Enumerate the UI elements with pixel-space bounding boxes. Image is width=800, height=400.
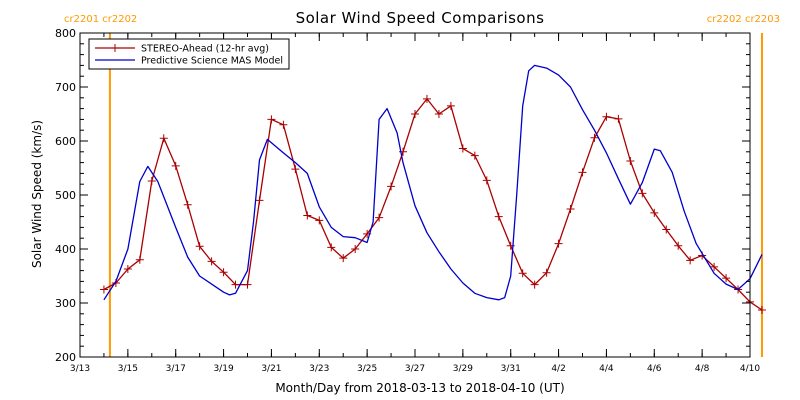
- data-point: [542, 268, 551, 277]
- x-tick-label: 3/13: [70, 364, 90, 374]
- data-point: [159, 134, 168, 143]
- x-tick-label: 3/27: [405, 364, 425, 374]
- y-tick-label: 400: [55, 243, 76, 256]
- data-point: [195, 242, 204, 251]
- x-tick-label: 4/4: [599, 364, 614, 374]
- data-point: [590, 133, 599, 142]
- data-point: [458, 144, 467, 153]
- data-point: [626, 156, 635, 165]
- data-point: [602, 112, 611, 121]
- plot-area: [80, 33, 750, 357]
- data-point: [722, 274, 731, 283]
- data-point: [686, 256, 695, 265]
- chart-title: Solar Wind Speed Comparisons: [296, 9, 545, 27]
- x-tick-label: 4/2: [551, 364, 565, 374]
- data-point: [518, 269, 527, 278]
- data-point: [674, 241, 683, 250]
- x-tick-label: 3/17: [166, 364, 186, 374]
- data-point: [147, 176, 156, 185]
- data-point: [530, 280, 539, 289]
- carrington-label: cr2202 cr2203: [707, 14, 780, 25]
- x-tick-label: 3/19: [213, 364, 233, 374]
- data-point: [710, 262, 719, 271]
- series-line-1: [103, 98, 763, 311]
- data-point: [171, 161, 180, 170]
- data-point: [123, 264, 132, 273]
- x-tick-label: 4/6: [647, 364, 662, 374]
- carrington-markers: cr2201 cr2202 cr2202 cr2203: [64, 14, 780, 357]
- data-point: [578, 168, 587, 177]
- data-point: [183, 200, 192, 209]
- x-tick-label: 3/29: [453, 364, 473, 374]
- data-point: [470, 151, 479, 160]
- series-lines: [99, 64, 766, 315]
- data-point: [279, 120, 288, 129]
- legend-label: Predictive Science MAS Model: [141, 56, 283, 67]
- data-point: [243, 280, 252, 289]
- data-point: [267, 115, 276, 124]
- data-point: [494, 212, 503, 221]
- data-point: [422, 94, 431, 103]
- data-point: [207, 257, 216, 266]
- y-tick-label: 300: [55, 297, 76, 310]
- data-point: [99, 285, 108, 294]
- data-point: [135, 255, 144, 264]
- data-point: [327, 243, 336, 252]
- axes: 200 300 400 500 600 700 800 3/13 3/15 3/17 3/19 3/2…: [55, 27, 760, 374]
- legend: STEREO-Ahead (12-hr avg)Predictive Scien…: [88, 38, 290, 70]
- series-line-2: [103, 64, 763, 301]
- data-point: [315, 216, 324, 225]
- x-tick-label: 3/23: [309, 364, 329, 374]
- data-point: [757, 306, 766, 315]
- legend-label: STEREO-Ahead (12-hr avg): [141, 44, 269, 55]
- data-point: [566, 205, 575, 214]
- y-tick-label: 200: [55, 351, 76, 364]
- y-tick-label: 500: [55, 189, 76, 202]
- carrington-label: cr2201 cr2202: [64, 14, 137, 25]
- data-point: [482, 176, 491, 185]
- data-point: [411, 110, 419, 118]
- data-point: [554, 239, 563, 248]
- x-tick-label: 3/25: [357, 364, 377, 374]
- legend-marker: [111, 44, 119, 52]
- y-axis-label: Solar Wind Speed (km/s): [30, 120, 44, 268]
- y-tick-label: 800: [55, 27, 76, 40]
- data-point: [219, 268, 228, 277]
- data-point: [339, 254, 348, 263]
- data-point: [303, 211, 312, 220]
- data-point: [375, 213, 384, 222]
- x-axis-label: Month/Day from 2018-03-13 to 2018-04-10 …: [275, 381, 564, 395]
- plot-background: [80, 33, 750, 357]
- x-tick-label: 4/10: [740, 364, 760, 374]
- data-point: [351, 245, 360, 253]
- x-tick-label: 3/15: [118, 364, 138, 374]
- x-tick-label: 3/21: [261, 364, 281, 374]
- data-point: [231, 280, 240, 289]
- data-point: [662, 225, 671, 234]
- data-point: [434, 110, 443, 118]
- data-point: [650, 208, 659, 217]
- data-point: [638, 189, 647, 198]
- y-tick-label: 600: [55, 135, 76, 148]
- y-tick-label: 700: [55, 81, 76, 94]
- legend-box: [88, 38, 290, 70]
- data-point: [614, 114, 623, 123]
- x-tick-label: 4/8: [695, 364, 710, 374]
- data-point: [446, 101, 455, 110]
- data-point: [387, 182, 396, 191]
- data-point: [291, 165, 300, 174]
- data-point: [255, 196, 264, 205]
- x-tick-label: 3/31: [501, 364, 521, 374]
